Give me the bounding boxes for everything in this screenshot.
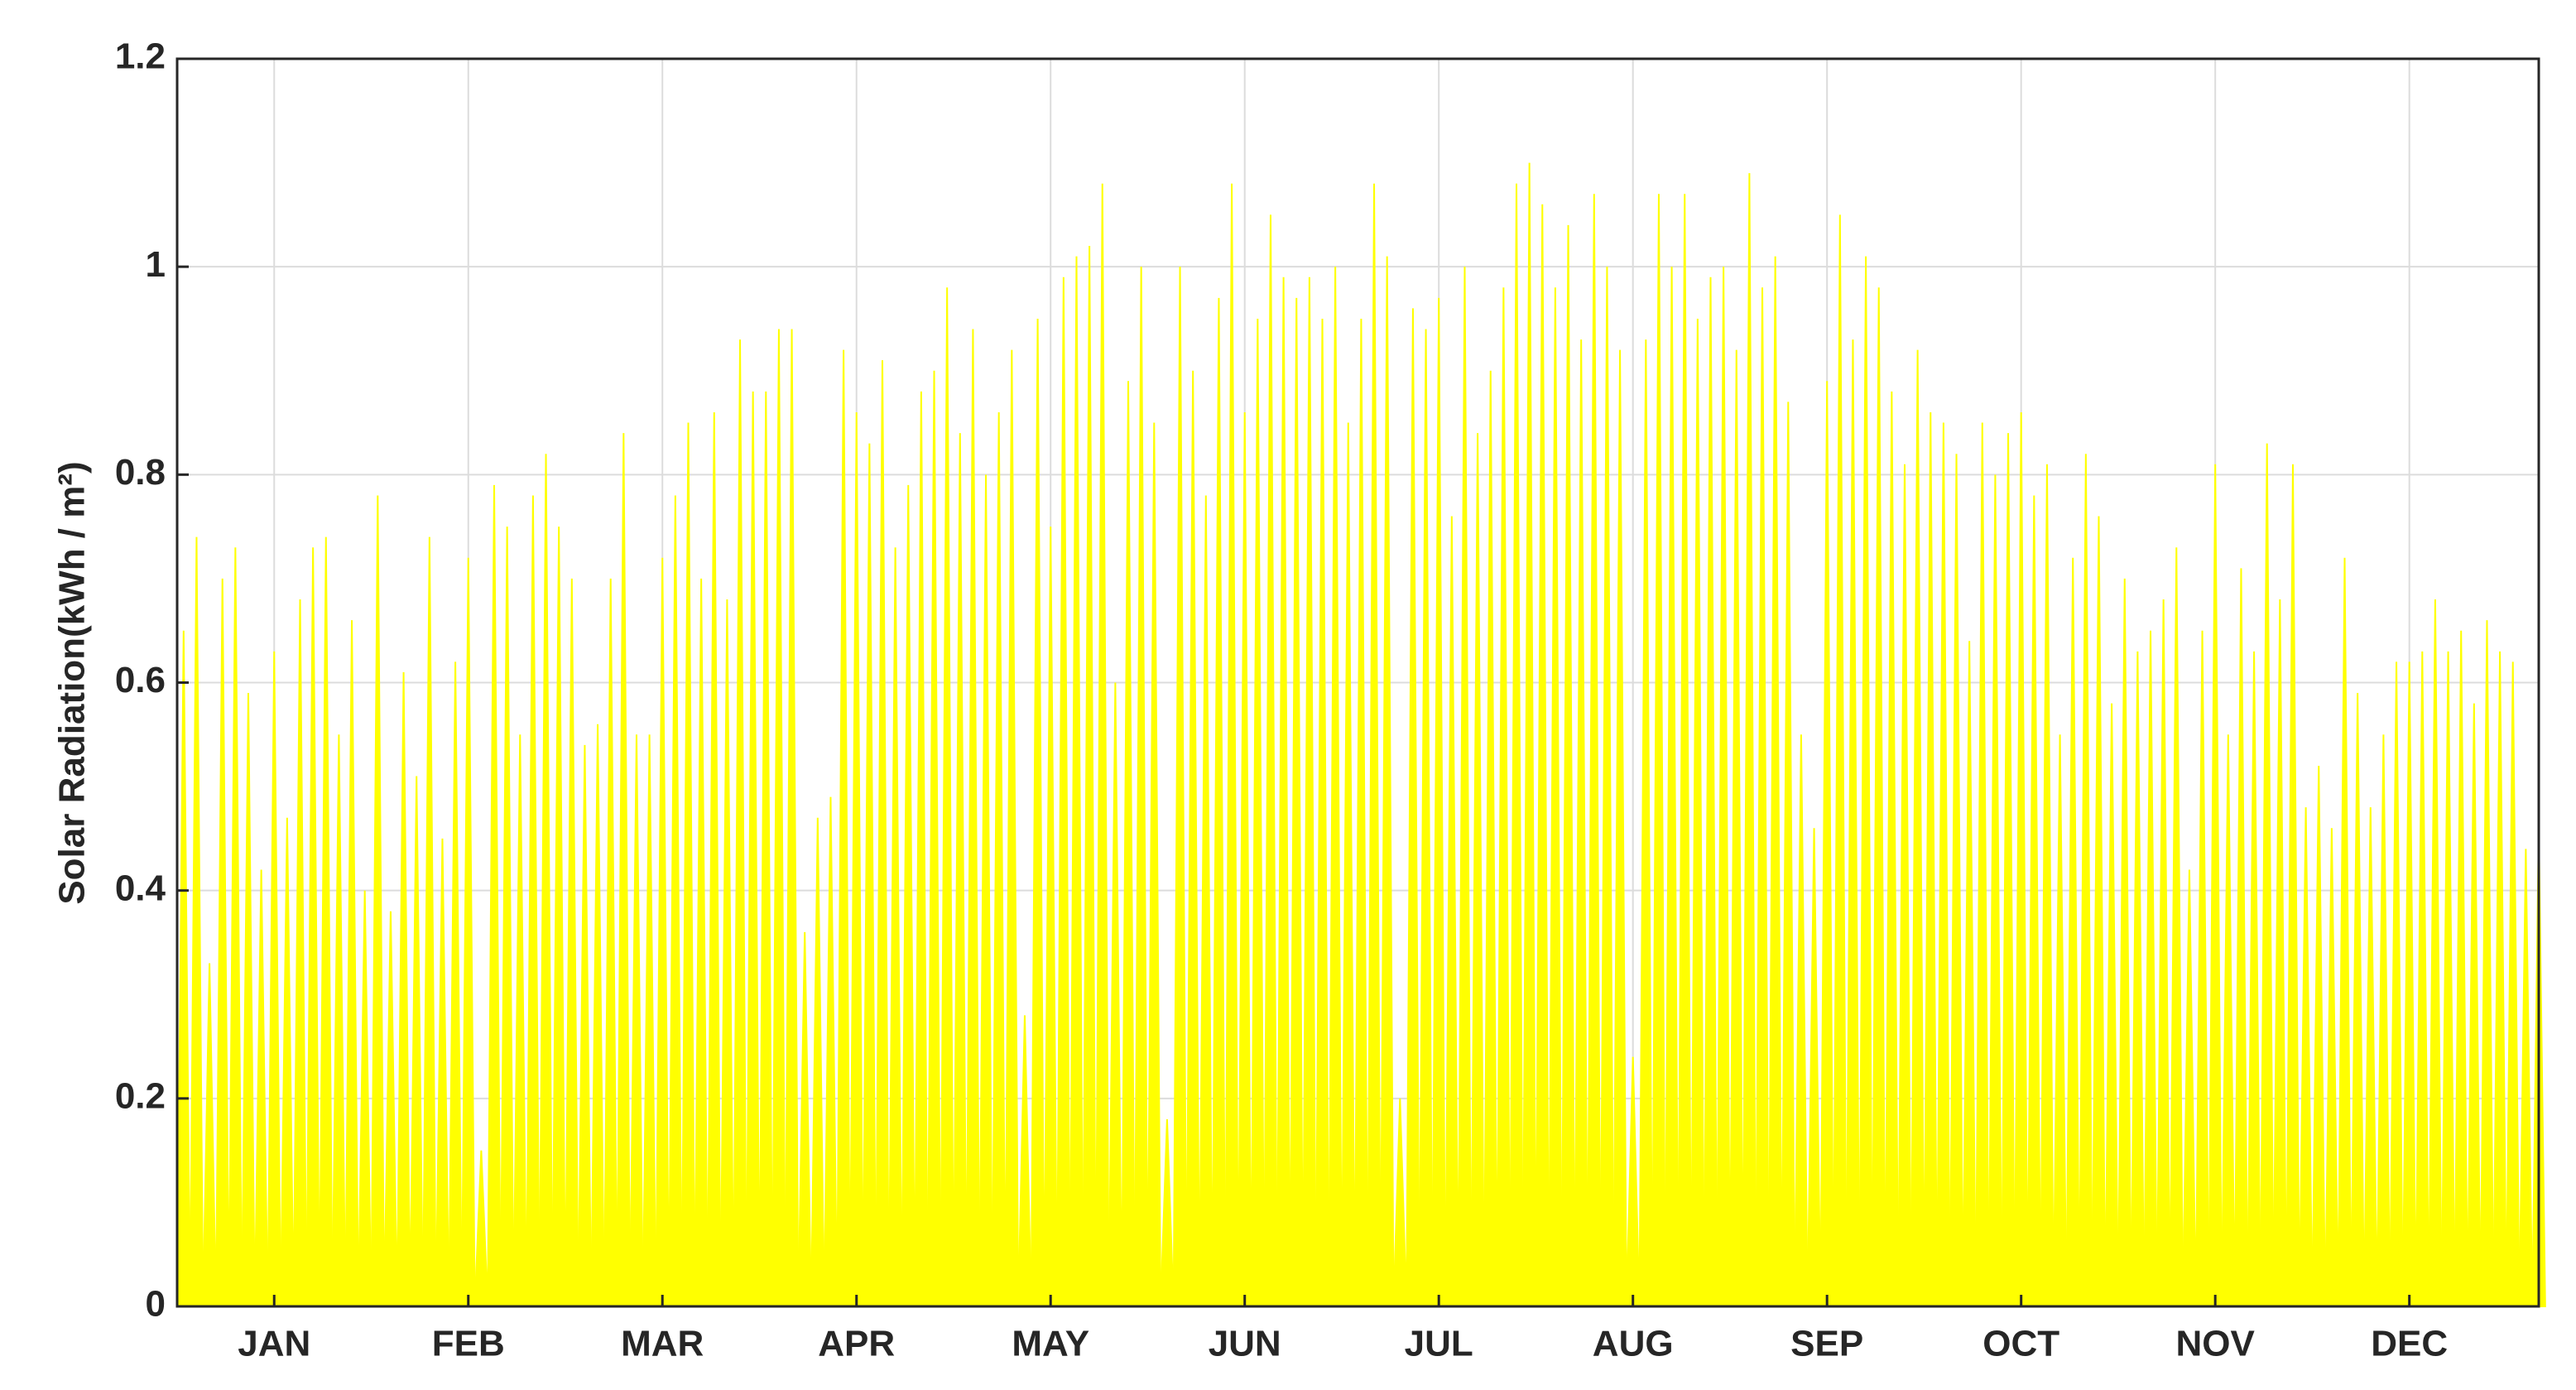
- x-tick-label: JUL: [1405, 1324, 1473, 1364]
- y-tick-label: 0.6: [115, 660, 166, 700]
- y-axis-label: Solar Radiation(kWh / m²): [52, 461, 93, 904]
- y-tick-label: 0: [146, 1284, 166, 1325]
- x-tick-label: AUG: [1593, 1324, 1674, 1364]
- x-tick-label: APR: [818, 1324, 895, 1364]
- y-tick-label: 0.8: [115, 452, 166, 493]
- y-tick-label: 1: [146, 244, 166, 285]
- y-tick-label: 0.2: [115, 1075, 166, 1116]
- x-tick-label: JUN: [1209, 1324, 1281, 1364]
- x-tick-label: MAR: [621, 1324, 704, 1364]
- x-tick-label: OCT: [1982, 1324, 2059, 1364]
- y-tick-label: 1.2: [115, 36, 166, 77]
- x-tick-label: FEB: [432, 1324, 505, 1364]
- y-tick-label: 0.4: [115, 868, 166, 908]
- x-tick-label: MAY: [1012, 1324, 1089, 1364]
- x-tick-label: DEC: [2371, 1324, 2448, 1364]
- x-tick-label: SEP: [1790, 1324, 1863, 1364]
- x-tick-label: NOV: [2175, 1324, 2255, 1364]
- x-tick-label: JAN: [238, 1324, 310, 1364]
